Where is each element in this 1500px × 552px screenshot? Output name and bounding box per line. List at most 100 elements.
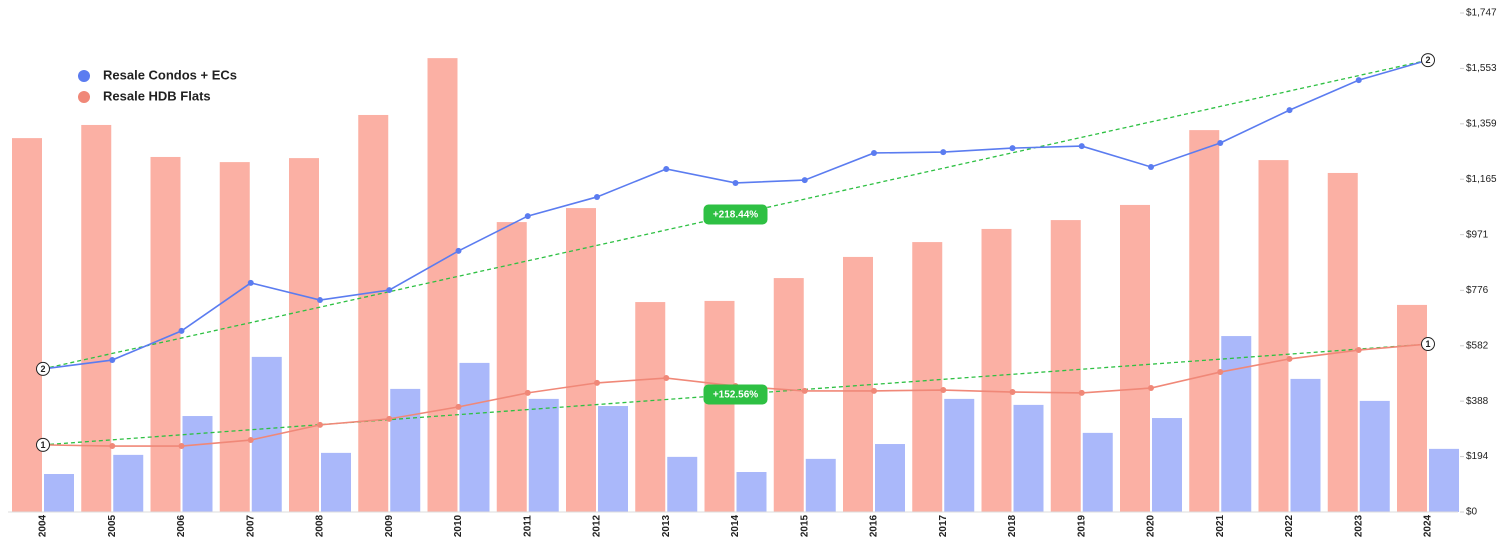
point [109,443,116,450]
point [317,421,323,428]
point [1217,369,1224,376]
trend-marker-circle [1421,337,1435,352]
x-tick-label: 2014 [730,514,741,537]
bar [358,114,389,512]
x-tick-label: 2023 [1353,514,1364,537]
point [1355,347,1362,354]
bar [635,302,666,512]
bar [704,300,735,512]
point [386,415,393,422]
bar [773,278,804,512]
point [247,437,254,444]
point [1286,107,1293,114]
bar [805,458,836,512]
y-tick-label: $388 [1466,396,1489,407]
bar [1258,160,1289,512]
x-tick-label: 2004 [38,514,49,537]
bar [1359,400,1390,512]
trend-marker-label: 2 [1425,55,1430,65]
point [317,297,323,304]
point [1078,143,1085,150]
bar [321,452,351,512]
x-tick-label: 2013 [661,514,672,537]
point [178,327,185,334]
bar [1050,220,1081,513]
trend-marker-label: 2 [40,364,45,374]
bar [736,472,767,512]
bar [1429,448,1459,512]
y-tick-label: $971 [1466,229,1489,240]
y-tick-label: $0 [1466,507,1478,518]
bar [496,222,527,512]
y-tick-label: $1,553 [1466,63,1497,74]
bar [981,228,1012,513]
bar [1397,304,1427,512]
bar [289,158,319,512]
point [524,389,531,396]
x-tick-label: 2006 [176,514,187,537]
y-tick-label: $1,747 [1466,8,1497,19]
trend-marker: 1 [36,437,50,452]
legend-marker [78,70,90,82]
bar [390,388,421,512]
legend-label: Resale HDB Flats [103,88,211,103]
point [801,387,808,394]
point [801,177,808,184]
point [1286,355,1293,362]
bar [912,242,943,512]
bar [1120,204,1150,512]
bar [113,454,144,512]
x-tick-label: 2024 [1423,514,1434,537]
change-badge [703,204,768,225]
x-tick-label: 2009 [384,514,395,537]
y-tick-label: $582 [1466,340,1489,351]
x-tick-label: 2015 [799,514,810,537]
y-tick-label: $1,359 [1466,118,1497,129]
trend-marker: 1 [1421,337,1435,352]
bar [1189,130,1220,513]
bar [1290,378,1321,512]
bar [1013,404,1044,512]
point [455,247,462,254]
x-tick-label: 2020 [1146,514,1157,537]
bar [667,456,698,512]
bar [150,156,181,512]
point [178,443,185,450]
trend-marker-circle [1421,53,1435,68]
bar [1327,172,1358,512]
point [663,165,670,172]
trend-marker-label: 1 [40,440,45,450]
bar [81,124,112,512]
point [1148,385,1154,392]
point [455,403,462,410]
bar [875,444,905,512]
point [1009,145,1016,152]
x-tick-label: 2011 [522,515,533,537]
x-tick-label: 2010 [453,514,464,537]
bar [12,138,42,512]
point [594,379,600,386]
legend-label: Resale Condos + ECs [103,67,237,82]
bar [566,208,596,512]
point [940,387,947,394]
point [1355,77,1362,84]
y-tick-label: $776 [1466,285,1489,296]
point [1148,163,1154,170]
x-tick-label: 2019 [1076,514,1087,537]
point [1217,139,1224,146]
point [109,357,116,364]
change-badge-label: +218.44% [713,210,758,221]
x-tick-label: 2012 [592,514,603,537]
change-badge-label: +152.56% [713,390,758,401]
trend-marker-label: 1 [1425,339,1430,349]
point [1009,389,1016,396]
point [871,387,877,394]
bar [1221,336,1252,512]
point [663,375,670,382]
bar [182,416,213,512]
point [594,193,600,200]
point [524,213,531,220]
x-tick-label: 2018 [1007,514,1018,537]
change-badge [703,384,768,405]
trend-marker: 2 [36,361,50,376]
